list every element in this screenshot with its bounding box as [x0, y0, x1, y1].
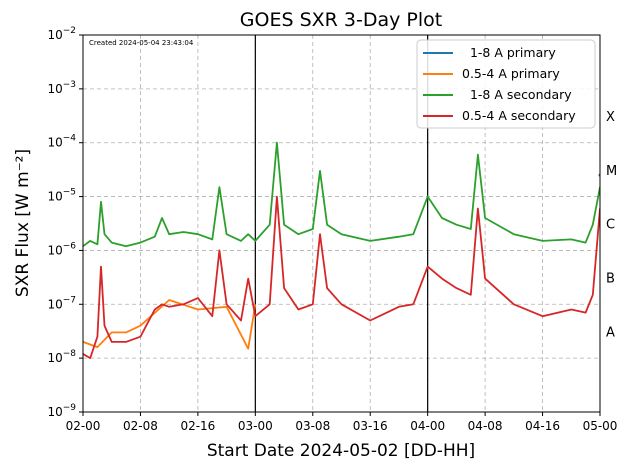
- day-boundary-lines: [254, 35, 429, 412]
- flare-class-label: B: [606, 272, 615, 287]
- created-note: Created 2024-05-04 23:43:04: [89, 39, 194, 47]
- x-tick-label: 03-00: [238, 419, 273, 433]
- y-tick-label: 10−3: [47, 80, 76, 96]
- legend: 1-8 A primary 0.5-4 A primary 1-8 A secon…: [416, 39, 596, 129]
- series-line: [83, 195, 600, 359]
- series-line: [83, 141, 600, 248]
- y-tick-label: 10−5: [47, 188, 76, 204]
- legend-label: 0.5-4 A primary: [462, 66, 560, 81]
- x-tick-label: 03-16: [353, 419, 388, 433]
- x-tick-label: 04-16: [525, 419, 560, 433]
- x-axis-label: Start Date 2024-05-02 [DD-HH]: [207, 441, 475, 461]
- legend-label: 1-8 A secondary: [462, 87, 572, 102]
- flare-class-label: M: [606, 164, 617, 179]
- y-tick-label: 10−2: [47, 26, 76, 42]
- y-tick-label: 10−6: [47, 241, 76, 257]
- flare-class-label: C: [606, 218, 615, 233]
- legend-box: [416, 39, 596, 129]
- plot-frame: [82, 34, 601, 413]
- x-tick-label: 03-08: [295, 419, 330, 433]
- series-line: [83, 299, 257, 350]
- legend-label: 0.5-4 A secondary: [462, 108, 576, 123]
- y-tick-label: 10−4: [47, 134, 76, 150]
- x-tick-label: 05-00: [583, 419, 618, 433]
- y-axis-label: SXR Flux [W m⁻²]: [13, 149, 33, 297]
- y-tick-label: 10−7: [47, 295, 76, 311]
- y-tick-label: 10−8: [47, 349, 76, 365]
- flare-class-label: X: [606, 110, 615, 125]
- y-tick-label: 10−9: [47, 403, 76, 419]
- y-axis-ticks: 10−9 10−8 10−7 10−6 10−5 10−4 10−3 10−2: [47, 26, 83, 419]
- flare-class-label: A: [606, 325, 615, 340]
- series-layer: [83, 141, 600, 359]
- x-tick-label: 02-16: [180, 419, 215, 433]
- chart-title: GOES SXR 3-Day Plot: [240, 9, 442, 31]
- flare-class-labels: X M C B A: [606, 110, 617, 340]
- legend-label: 1-8 A primary: [462, 45, 556, 60]
- x-axis-ticks: 02-00 02-08 02-16 03-00 03-08 03-16 04-00 04-08…: [66, 412, 618, 433]
- x-tick-label: 04-00: [410, 419, 445, 433]
- x-tick-label: 02-00: [66, 419, 101, 433]
- x-tick-label: 02-08: [123, 419, 158, 433]
- x-tick-label: 04-08: [468, 419, 503, 433]
